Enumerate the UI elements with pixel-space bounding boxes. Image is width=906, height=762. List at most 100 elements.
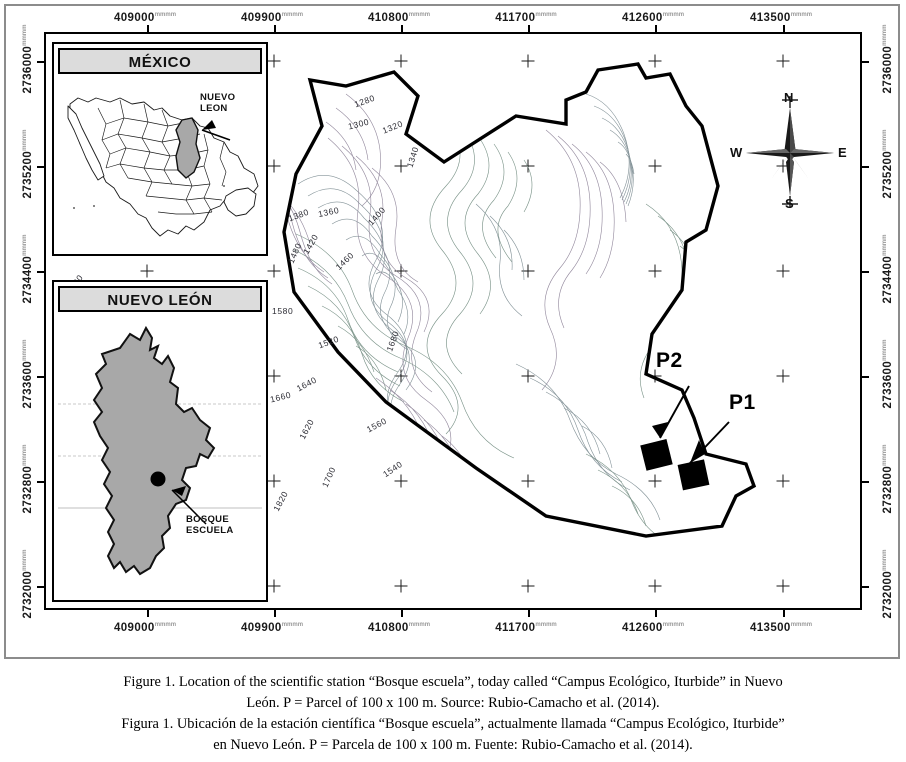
y-axis-left-label: 2735200mmmm — [22, 129, 34, 199]
grid-cross — [394, 159, 408, 173]
map-plot-area: 1740182018001880186018401500148014201380… — [37, 25, 869, 617]
mexico-outline-svg — [67, 97, 259, 237]
caption-line-3: Figura 1. Ubicación de la estación cient… — [121, 716, 785, 732]
inset-mexico: MÉXICO — [52, 42, 268, 256]
x-axis-bottom-label: 410800mmmm — [367, 622, 431, 634]
axis-tick — [860, 61, 869, 63]
compass-label-north: N — [784, 90, 794, 105]
x-axis-bottom-label: 411700mmmm — [495, 622, 557, 634]
map-plot-inner: 1740182018001880186018401500148014201380… — [46, 34, 860, 608]
annotation-line-2: ESCUELA — [186, 525, 234, 536]
x-axis-top-label: 413500mmmm — [749, 12, 813, 24]
contour-elevation-label: 1580 — [272, 306, 294, 316]
y-axis-left-label: 2733600mmmm — [22, 339, 34, 409]
topographic-map-svg — [282, 62, 757, 538]
axis-tick — [37, 586, 46, 588]
axis-tick — [401, 25, 403, 34]
grid-cross — [521, 54, 535, 68]
compass-rose-svg — [746, 96, 834, 208]
grid-cross — [521, 264, 535, 278]
x-axis-bottom-label: 413500mmmm — [749, 622, 813, 634]
grid-cross — [140, 264, 154, 278]
axis-tick — [860, 481, 869, 483]
y-axis-right-label: 2735200mmmm — [882, 129, 894, 199]
grid-cross — [267, 369, 281, 383]
figure-caption: Figure 1. Location of the scientific sta… — [40, 672, 866, 756]
grid-cross — [776, 579, 790, 593]
compass-label-east: E — [838, 145, 847, 160]
parcel-label-p2: P2 — [656, 349, 683, 372]
grid-cross — [648, 159, 662, 173]
grid-cross — [267, 264, 281, 278]
y-axis-left-label: 2732800mmmm — [22, 444, 34, 514]
annotation-line-1: NUEVO — [200, 92, 236, 103]
grid-cross — [521, 369, 535, 383]
grid-cross — [648, 474, 662, 488]
axis-tick — [860, 166, 869, 168]
y-axis-right-label: 2734400mmmm — [882, 234, 894, 304]
x-axis-top-label: 409000mmmm — [113, 12, 177, 24]
caption-line-1: Figure 1. Location of the scientific sta… — [123, 674, 783, 690]
axis-tick — [37, 376, 46, 378]
bosque-escuela-dot — [150, 471, 166, 487]
y-axis-right-label: 2733600mmmm — [882, 339, 894, 409]
grid-cross — [521, 579, 535, 593]
axis-tick — [37, 481, 46, 483]
parcel-label-p1: P1 — [729, 391, 756, 414]
x-axis-bottom-label: 409900mmmm — [240, 622, 304, 634]
grid-cross — [521, 474, 535, 488]
grid-cross — [776, 54, 790, 68]
parcel-arrowheads — [652, 422, 705, 463]
annotation-line-1: BOSQUE — [186, 514, 229, 525]
axis-tick — [528, 25, 530, 34]
x-axis-top-label: 410800mmmm — [367, 12, 431, 24]
inset-mexico-body: NUEVO LEON — [58, 78, 262, 250]
compass-label-south: S — [785, 196, 794, 211]
y-axis-left-label: 2732000mmmm — [22, 549, 34, 619]
grid-cross — [648, 369, 662, 383]
inset-mexico-title: MÉXICO — [58, 48, 262, 74]
axis-tick — [860, 271, 869, 273]
axis-tick — [147, 608, 149, 617]
grid-cross — [267, 474, 281, 488]
y-axis-right-label: 2732000mmmm — [882, 549, 894, 619]
compass-rose: N S E W — [726, 90, 854, 214]
x-axis-bottom-label: 409000mmmm — [113, 622, 177, 634]
grid-cross — [776, 264, 790, 278]
parcel-p1-square — [677, 459, 710, 491]
axis-tick — [37, 61, 46, 63]
x-axis-top-label: 411700mmmm — [495, 12, 557, 24]
axis-tick — [783, 608, 785, 617]
grid-cross — [394, 264, 408, 278]
axis-tick — [37, 271, 46, 273]
inset-nuevo-leon-annotation: BOSQUE ESCUELA — [186, 514, 234, 536]
parcel-p2-square — [640, 438, 673, 471]
axis-tick — [37, 166, 46, 168]
grid-cross — [648, 264, 662, 278]
grid-cross — [521, 159, 535, 173]
parcel-markers — [640, 438, 710, 491]
grid-cross — [394, 474, 408, 488]
y-axis-left-label: 2736000mmmm — [22, 24, 34, 94]
grid-cross — [267, 579, 281, 593]
grid-cross — [648, 579, 662, 593]
axis-tick — [274, 608, 276, 617]
inset-nuevo-leon-title: NUEVO LEÓN — [58, 286, 262, 312]
annotation-line-2: LEON — [200, 103, 228, 114]
axis-tick — [274, 25, 276, 34]
y-axis-right-label: 2732800mmmm — [882, 444, 894, 514]
y-axis-left-label: 2734400mmmm — [22, 234, 34, 304]
grid-cross — [394, 369, 408, 383]
axis-tick — [655, 608, 657, 617]
nuevo-leon-outline-svg — [58, 325, 262, 576]
grid-cross — [267, 54, 281, 68]
axis-tick — [401, 608, 403, 617]
y-axis-right-label: 2736000mmmm — [882, 24, 894, 94]
property-boundary — [282, 62, 757, 538]
axis-tick — [860, 376, 869, 378]
grid-cross — [776, 369, 790, 383]
x-axis-bottom-label: 412600mmmm — [621, 622, 685, 634]
grid-cross — [648, 54, 662, 68]
compass-label-west: W — [730, 145, 743, 160]
